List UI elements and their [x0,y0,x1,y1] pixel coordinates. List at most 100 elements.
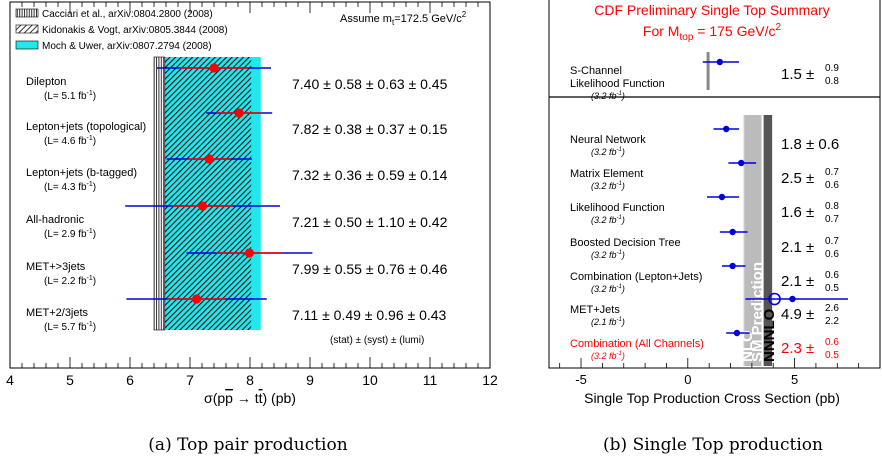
lower-error-b: 0.6 [825,180,839,191]
measurement-value: 7.99 ± 0.55 ± 0.76 ± 0.46 [292,261,448,277]
x-axis-label-a: σ(pp → tt) (pb) [204,390,296,406]
measurement-value: 7.82 ± 0.38 ± 0.37 ± 0.15 [292,121,448,137]
measurement-lumi-b: (3.2 fb-1) [591,181,625,191]
lower-error-b: 0.6 [825,249,839,260]
measurement-point [209,63,219,73]
measurement-name-b: Boosted Decision Tree [570,237,681,249]
panel-top-pair: Cacciari et al., arXiv:0804.2800 (2008) … [6,1,498,455]
measurement-value-b: 1.6 ± [781,204,814,221]
x-tick-label: 9 [306,372,314,388]
measurement-labels: Dilepton (L= 5.1 fb-1) Lepton+jets (topolo… [26,76,146,333]
measurement-value: 7.32 ± 0.36 ± 0.59 ± 0.14 [292,167,448,183]
measurement-point [198,201,208,211]
band-nnnlo [763,115,773,366]
measurement-point-b [729,228,736,236]
measurement-lumi: (L= 2.9 fb-1) [44,228,96,240]
plot-frame-b [548,0,881,369]
measurement-lumi: (L= 4.6 fb-1) [44,135,96,147]
band-cacciari [153,56,166,331]
value-texts: 7.40 ± 0.58 ± 0.63 ± 0.45 7.82 ± 0.38 ± 0… [292,76,448,323]
measurement-lumi: (L= 5.1 fb-1) [44,90,96,102]
measurement-lumi-b: (3.2 fb-1) [591,147,625,157]
measurement-value-b: 1.8 ± 0.6 [781,136,839,153]
measurement-value: 7.11 ± 0.49 ± 0.96 ± 0.43 [292,307,447,323]
value-texts-b: 1.5 ± 0.9 0.8 1.8 ± 0.6 2.5 ± 0.7 0.6 1.6 ± 0.8 0… [781,63,839,361]
measurement-name: MET+2/3jets [26,307,89,319]
open-marker [768,292,781,306]
theory-bands [153,56,261,331]
legend-swatch-cacciari [15,8,39,18]
measurement-value-b: 4.9 ± [781,306,814,323]
x-tick-label: 10 [362,372,378,388]
legend-swatch-moch [15,40,39,50]
measurement-name: All-hadronic [26,214,85,226]
measurement-name-b: Combination (All Channels) [570,338,704,350]
mass-assumption: Assume mt=172.5 GeV/c2 [340,10,467,27]
measurement-name-b: Likelihood Function [570,202,665,214]
measurement-name-b: Neural Network [570,134,646,146]
upper-error-b: 0.8 [825,201,839,212]
band-s-channel [706,52,710,90]
measurement-value-b: 2.1 ± [781,273,814,290]
measurement-name: Dilepton [26,76,66,88]
band-label-nlo: NLO [739,330,756,362]
measurement-lumi-b: (2.1 fb-1) [591,317,625,327]
measurement-name: Lepton+jets (topological) [26,121,146,133]
measurement-point-b [716,58,724,66]
chart-title-b-line2: For Mtop = 175 GeV/c2 [643,22,782,43]
legend: Cacciari et al., arXiv:0804.2800 (2008) … [15,8,228,52]
measurement-lumi-b: (3.2 fb-1) [591,351,625,361]
x-tick-label: 12 [482,372,498,388]
error-note: (stat) ± (syst) ± (lumi) [330,335,424,346]
measurement-name-b: MET+Jets [570,304,620,316]
band-sm-prediction [744,115,762,366]
x-axis-label-b: Single Top Production Cross Section (pb) [584,390,840,406]
measurement-point-b [729,262,736,270]
x-axis-b: -5 0 5 [559,358,881,387]
legend-swatch-kidonakis [15,24,39,34]
measurement-value-b: 2.1 ± [781,239,814,256]
measurement-point-b [718,193,726,201]
measurement-value: 7.40 ± 0.58 ± 0.63 ± 0.45 [292,76,448,92]
measurement-name-b-line2: Likelihood Function [570,78,665,90]
upper-error-b: 0.6 [825,270,839,281]
lower-error-b: 0.7 [825,214,839,225]
legend-label-moch: Moch & Uwer, arXiv:0807.2794 (2008) [42,41,212,52]
x-tick-label: 4 [6,372,14,388]
lower-error-b: 0.5 [825,350,839,361]
lower-error-b: 2.2 [825,316,839,327]
x-tick-label: 5 [66,372,74,388]
measurement-point-b [723,125,730,133]
measurement-name-b: S-Channel [570,65,622,77]
measurement-value-b: 2.3 ± [781,340,814,357]
lower-error-b: 0.5 [825,283,839,294]
upper-error-b: 2.6 [825,303,839,314]
x-tick-label-b: -5 [575,372,587,387]
measurement-lumi: (L= 5.7 fb-1) [44,321,96,333]
measurement-name: MET+>3jets [26,261,86,273]
measurement-name-b: Combination (Lepton+Jets) [570,271,702,283]
measurement-lumi-b: (3.2 fb-1) [591,284,625,294]
x-tick-label: 6 [126,372,134,388]
x-tick-label-b: 0 [684,372,691,387]
measurement-point-b [733,329,741,337]
upper-error-b: 0.6 [825,337,839,348]
upper-error-b: 0.9 [825,63,839,74]
error-bars [125,63,313,304]
measurement-point-b [789,295,796,303]
error-bars-b [702,58,848,337]
caption-a: (a) Top pair production [148,435,347,455]
x-tick-label: 11 [423,372,438,388]
legend-label-cacciari: Cacciari et al., arXiv:0804.2800 (2008) [42,9,213,20]
measurement-value-b: 1.5 ± [781,66,814,83]
measurement-point [244,248,254,258]
x-tick-label-b: 5 [791,372,798,387]
band-kidonakis [164,57,252,330]
band-label-nnnlo: NNNLO [761,308,778,362]
measurement-point [204,154,214,164]
measurement-point-b [737,159,745,167]
